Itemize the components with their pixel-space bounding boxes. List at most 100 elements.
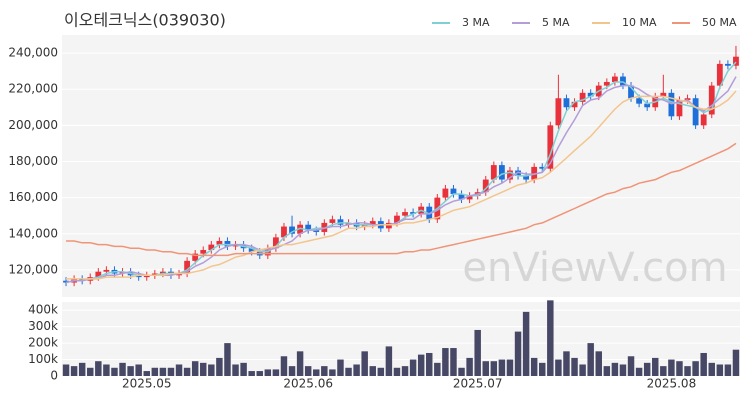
volume-bar [208, 364, 215, 376]
candle-body [733, 56, 739, 66]
volume-bar [353, 364, 360, 376]
volume-bar [732, 349, 740, 376]
candle-body [628, 85, 634, 99]
volume-bar [611, 362, 619, 376]
candle-body [515, 170, 521, 176]
volume-bar [724, 364, 732, 376]
x-tick-label: 2025.05 [122, 377, 172, 391]
candle-body [490, 165, 497, 180]
candle-body [224, 240, 231, 247]
candle-body [119, 271, 126, 274]
ma-line [66, 142, 737, 257]
candle-body [216, 240, 223, 245]
x-tick-label: 2025.07 [453, 377, 503, 391]
candle-body [289, 226, 295, 234]
candle-body [660, 92, 667, 97]
volume-bar [603, 366, 611, 376]
candle-body [329, 219, 336, 223]
watermark: enViewV.com [462, 245, 727, 291]
candle-body [176, 273, 182, 276]
candle-body [668, 92, 675, 117]
y-tick-label: 200,000 [8, 118, 58, 132]
candle-body [297, 224, 304, 234]
volume-bar [458, 367, 465, 376]
volume-tick-label: 300k [28, 319, 58, 333]
volume-bar [530, 357, 538, 376]
volume-bar [393, 367, 401, 376]
volume-bar [296, 351, 304, 376]
candle-body [644, 103, 651, 108]
volume-bar [514, 331, 522, 376]
volume-bar [87, 367, 94, 376]
volume-bar [466, 357, 473, 376]
volume-bar [676, 361, 683, 376]
volume-bar [426, 352, 433, 376]
volume-bar [409, 359, 417, 376]
x-tick-label: 2025.06 [283, 377, 333, 391]
volume-bar [450, 348, 457, 376]
candle-body [159, 271, 166, 274]
legend-label: 3 MA [462, 16, 490, 29]
candle-body [281, 226, 287, 238]
candle-body [603, 81, 610, 86]
volume-bar [304, 366, 312, 376]
candle-body [684, 98, 691, 101]
volume-bar [506, 359, 514, 376]
volume-bar [95, 361, 102, 376]
volume-tick-label: 400k [28, 303, 58, 317]
volume-bar [280, 356, 288, 376]
volume-bar [434, 362, 441, 376]
volume-bar [579, 364, 586, 376]
candle-body [611, 76, 618, 82]
y-tick-label: 140,000 [8, 226, 58, 240]
candle-body [402, 212, 408, 216]
volume-bar [288, 366, 296, 376]
candle-body [79, 278, 86, 281]
volume-bar [78, 362, 86, 376]
volume-bar [555, 359, 562, 376]
volume-bar [643, 362, 651, 376]
candle-body [450, 188, 457, 195]
volume-bar [474, 329, 481, 376]
volume-bar [321, 366, 328, 376]
volume-bar [167, 367, 175, 376]
candle-body [95, 271, 102, 278]
volume-bar [216, 357, 223, 376]
volume-bar [708, 362, 715, 376]
volume-bar [119, 362, 126, 376]
volume-bar [442, 348, 449, 376]
volume-bar [70, 366, 78, 376]
volume-bar [595, 351, 602, 376]
candle-body [410, 212, 417, 214]
candle-body [523, 175, 530, 180]
volume-bar [401, 366, 409, 376]
candle-body [498, 165, 505, 180]
volume-bar [587, 343, 594, 376]
volume-bar [522, 311, 530, 376]
volume-bar [256, 371, 263, 376]
volume-bar [111, 367, 118, 376]
volume-bar [417, 354, 425, 376]
candle-body [692, 98, 699, 126]
volume-bar [539, 362, 546, 376]
candle-body [466, 195, 473, 200]
candle-body [571, 101, 578, 108]
volume-bar [103, 364, 110, 376]
candle-body [482, 179, 489, 193]
volume-bar [272, 369, 280, 376]
volume-bar [660, 366, 667, 376]
volume-bar [716, 364, 724, 376]
volume-bar [232, 364, 239, 376]
candle-body [305, 224, 312, 231]
candle-body [184, 260, 191, 274]
volume-bar [151, 367, 159, 376]
volume-bar [329, 369, 336, 376]
candle-body [248, 248, 255, 252]
volume-bar [700, 352, 707, 376]
candle-body [708, 85, 715, 115]
x-tick-label: 2025.08 [647, 377, 697, 391]
ma-line [66, 90, 737, 280]
volume-bar [183, 367, 191, 376]
candle-body [321, 222, 328, 232]
